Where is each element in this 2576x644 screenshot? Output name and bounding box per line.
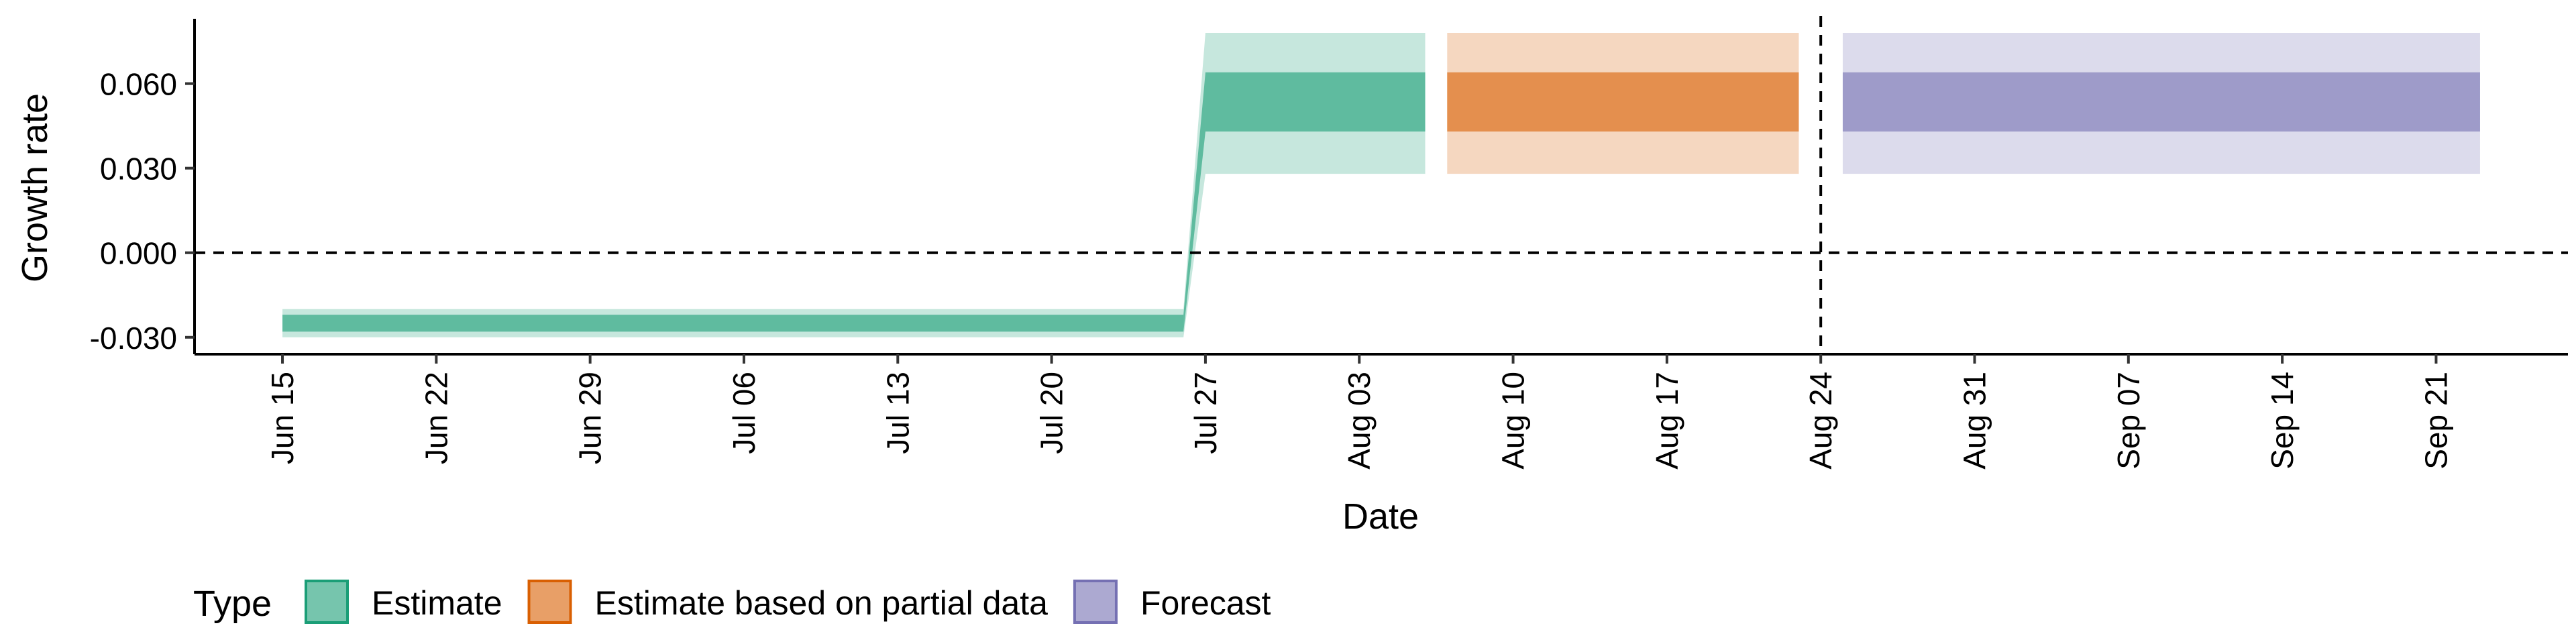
x-axis-title: Date [1342, 496, 1419, 537]
legend-swatch-0 [305, 580, 349, 624]
x-tick-label-12: Sep 07 [2111, 372, 2146, 470]
bands-layer [282, 33, 2480, 337]
x-tick-label-11: Aug 31 [1957, 372, 1992, 470]
y-axis-title: Growth rate [15, 93, 55, 282]
legend-title: Type [193, 584, 272, 624]
band-inner-forecast-0 [1842, 72, 2480, 132]
band-inner-estimate-based-on-partial-data-0 [1447, 72, 1799, 132]
x-tick-label-10: Aug 24 [1803, 372, 1838, 470]
x-tick-label-3: Jul 06 [727, 372, 761, 454]
y-tick-label-1: 0.000 [100, 236, 177, 271]
x-tick-label-9: Aug 17 [1650, 372, 1684, 470]
legend-label-0: Estimate [372, 584, 502, 622]
x-tick-label-2: Jun 29 [573, 372, 608, 464]
x-tick-label-7: Aug 03 [1342, 372, 1377, 470]
x-tick-label-14: Sep 21 [2418, 372, 2453, 470]
legend-swatch-1 [527, 580, 572, 624]
x-tick-label-5: Jul 20 [1034, 372, 1069, 454]
band-inner-transition [1183, 72, 1205, 332]
x-tick-label-1: Jun 22 [419, 372, 453, 464]
band-inner-estimate-0 [282, 315, 1184, 332]
legend-swatch-2 [1073, 580, 1118, 624]
legend-label-1: Estimate based on partial data [595, 584, 1049, 622]
y-tick-label-0: -0.030 [90, 321, 177, 356]
x-tick-label-0: Jun 15 [265, 372, 300, 464]
legend: Type Estimate Estimate based on partial d… [193, 580, 1271, 624]
y-tick-label-3: 0.060 [100, 67, 177, 102]
x-tick-label-4: Jul 13 [880, 372, 915, 454]
x-tick-label-6: Jul 27 [1188, 372, 1223, 454]
reference-lines-layer [195, 16, 2568, 354]
x-tick-label-13: Sep 14 [2265, 372, 2300, 470]
band-inner-estimate-1 [1205, 72, 1426, 132]
y-tick-label-2: 0.030 [100, 152, 177, 186]
axes-layer: -0.030 0.000 0.030 0.060 Jun 15 Jun 22 Jun 29 J… [90, 19, 2568, 470]
legend-label-2: Forecast [1140, 584, 1271, 622]
x-tick-label-8: Aug 10 [1496, 372, 1531, 470]
